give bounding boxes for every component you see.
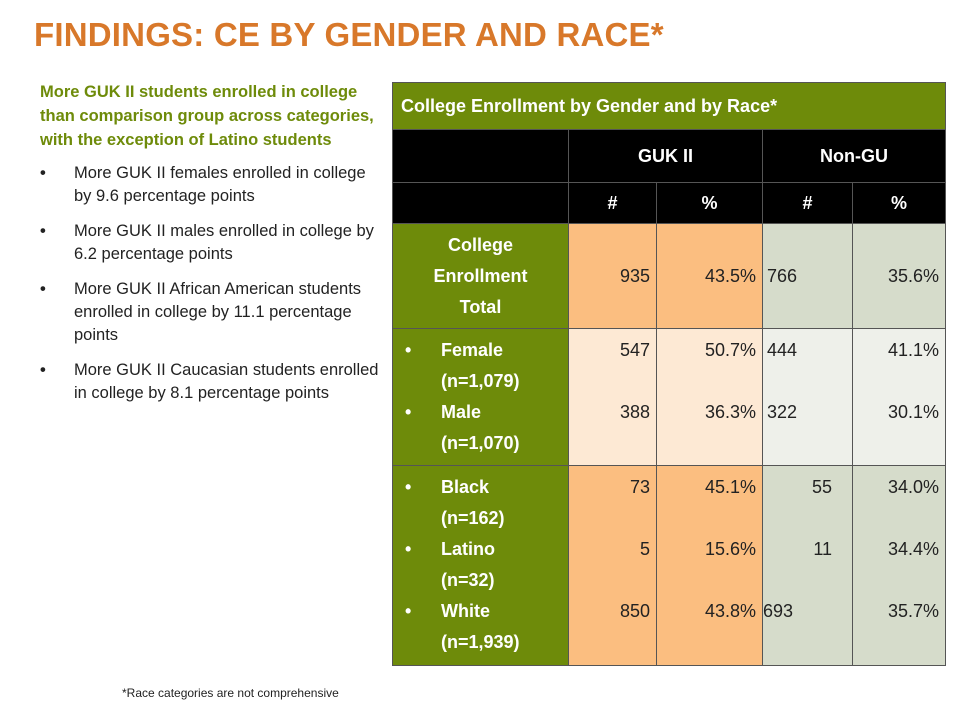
bullet-icon: •	[405, 539, 412, 559]
table-row-race: • Black (n=162) • Latino (n=32) • White (n=…	[392, 465, 947, 666]
finding-item: • More GUK II African American students e…	[40, 278, 380, 347]
label-line: Enrollment	[433, 265, 528, 286]
subheader-guk-percent: %	[656, 182, 763, 224]
row-label-race: • Black (n=162) • Latino (n=32) • White (n=…	[392, 465, 569, 666]
bullet-icon: •	[405, 601, 412, 621]
header-guk: GUK II	[568, 129, 763, 183]
cell-nongu-percent: 35.6%	[851, 223, 947, 329]
footnote: *Race categories are not comprehensive	[122, 686, 339, 700]
category-n: (n=32)	[441, 570, 495, 590]
bullet-icon: •	[405, 340, 412, 360]
finding-text: More GUK II females enrolled in college …	[74, 164, 366, 205]
finding-text: More GUK II males enrolled in college by…	[74, 222, 374, 263]
category-label: Latino	[441, 539, 495, 559]
cell-guk-count: 547 388	[568, 328, 657, 466]
category-n: (n=1,070)	[441, 433, 520, 453]
bullet-icon: •	[40, 280, 46, 298]
subheader-blank	[392, 182, 569, 224]
cell-guk-percent: 50.7% 36.3%	[656, 328, 763, 466]
category-label: White	[441, 601, 490, 621]
label-line: College	[447, 234, 513, 255]
finding-text: More GUK II African American students en…	[74, 280, 362, 344]
finding-item: • More GUK II males enrolled in college b…	[40, 220, 380, 266]
subheader-nongu-percent: %	[851, 182, 947, 224]
cell-guk-percent: 43.5%	[656, 223, 763, 329]
enrollment-table: College Enrollment by Gender and by Race…	[391, 82, 947, 666]
finding-item: • More GUK II Caucasian students enrolled…	[40, 359, 380, 405]
header-blank	[392, 129, 569, 183]
intro-text: More GUK II students enrolled in college…	[40, 83, 374, 149]
category-label: Male	[441, 402, 482, 422]
bullet-icon: •	[40, 222, 46, 240]
bullet-icon: •	[40, 164, 46, 182]
findings-list: • More GUK II females enrolled in college…	[40, 162, 380, 405]
category-n: (n=1,079)	[441, 371, 520, 391]
table-row-gender: • Female (n=1,079) • Male (n=1,070) 547 388…	[392, 328, 947, 466]
label-line: Total	[459, 296, 502, 317]
category-n: (n=162)	[441, 508, 505, 528]
bullet-icon: •	[405, 477, 412, 497]
header-nongu: Non-GU	[761, 129, 947, 183]
table-row-total: College Enrollment Total 935 43.5% 766 3…	[392, 223, 947, 329]
page-title: FINDINGS: CE BY GENDER AND RACE*	[34, 16, 664, 53]
cell-nongu-percent: 34.0% 34.4% 35.7%	[851, 465, 947, 666]
subheader-guk-count: #	[568, 182, 657, 224]
cell-guk-count: 73 5 850	[568, 465, 657, 666]
cell-guk-count: 935	[568, 223, 657, 329]
findings-text: More GUK II students enrolled in college…	[40, 80, 380, 417]
row-label-gender: • Female (n=1,079) • Male (n=1,070)	[392, 328, 569, 466]
row-label-total: College Enrollment Total	[392, 223, 569, 329]
cell-guk-percent: 45.1% 15.6% 43.8%	[656, 465, 763, 666]
subheader-nongu-count: #	[762, 182, 853, 224]
category-n: (n=1,939)	[441, 632, 520, 652]
category-label: Black	[441, 477, 490, 497]
cell-nongu-percent: 41.1% 30.1%	[851, 328, 947, 466]
bullet-icon: •	[405, 402, 412, 422]
table-title: College Enrollment by Gender and by Race…	[391, 82, 947, 130]
bullet-icon: •	[40, 361, 46, 379]
cell-nongu-count: 766	[762, 223, 853, 329]
finding-text: More GUK II Caucasian students enrolled …	[74, 361, 379, 402]
cell-nongu-count: 444 322	[762, 328, 853, 466]
cell-nongu-count: 55 11 693	[762, 465, 853, 666]
category-label: Female	[441, 340, 504, 360]
finding-item: • More GUK II females enrolled in college…	[40, 162, 380, 208]
